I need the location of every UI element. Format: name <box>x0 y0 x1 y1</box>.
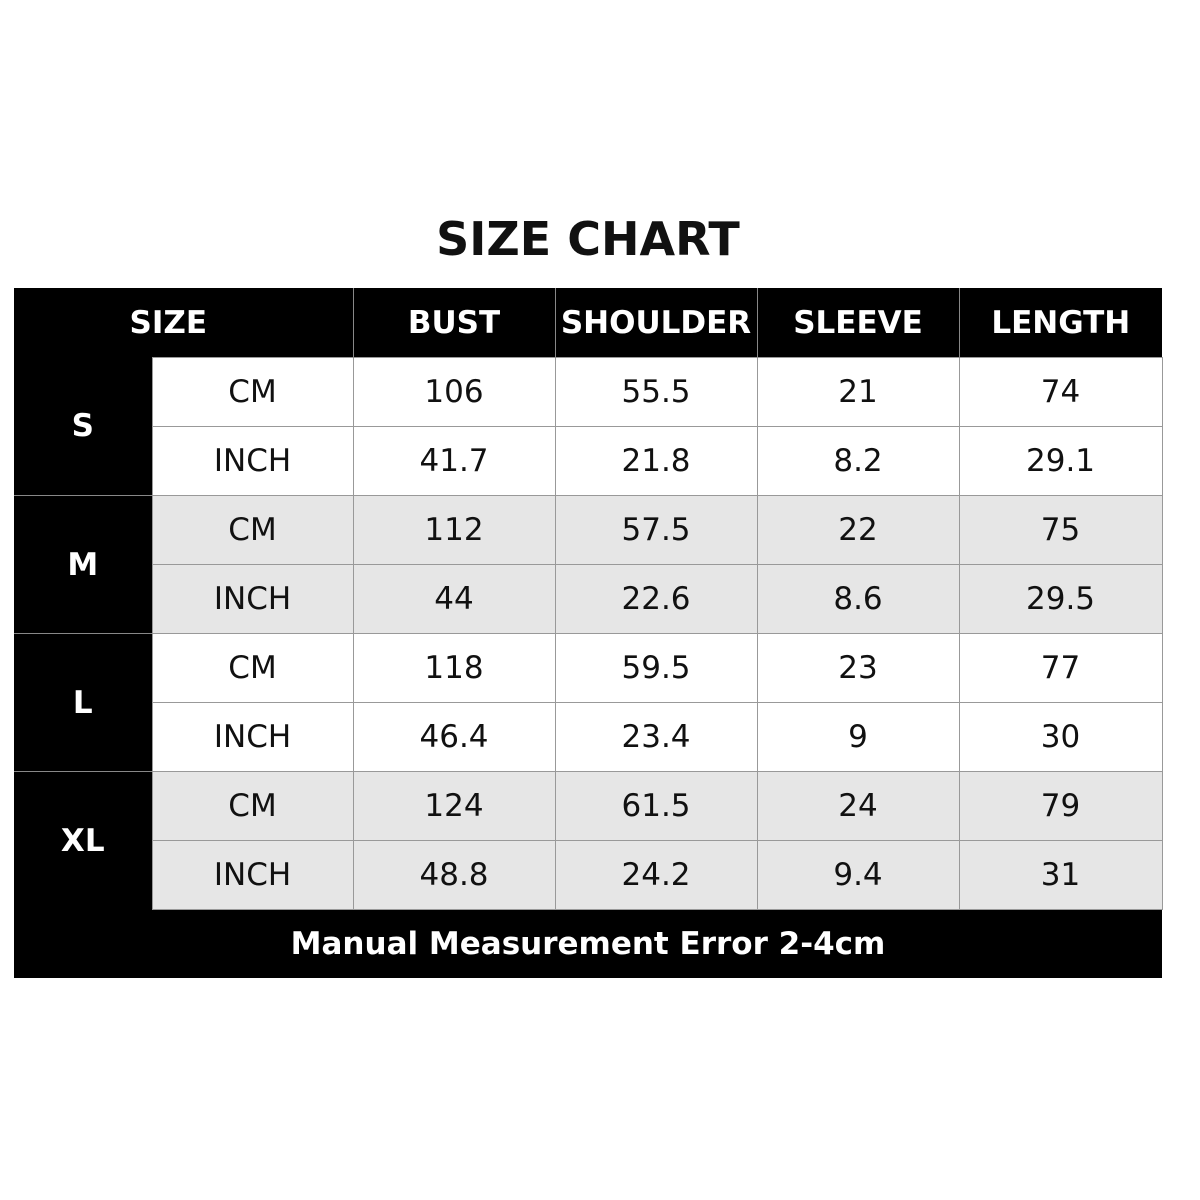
size-table: SIZE BUST SHOULDER SLEEVE LENGTH S CM 106 5… <box>14 288 1163 978</box>
table-row-l-inch: INCH 46.4 23.4 9 30 <box>14 702 1163 772</box>
value-cell: 9 <box>756 702 960 772</box>
value-cell: 59.5 <box>554 633 758 703</box>
chart-title: SIZE CHART <box>436 212 740 266</box>
value-cell: 77 <box>958 633 1163 703</box>
value-cell: 23.4 <box>554 702 758 772</box>
header-bust: BUST <box>352 288 556 358</box>
value-cell: 112 <box>352 495 556 565</box>
value-cell: 55.5 <box>554 357 758 427</box>
table-row-s-inch: INCH 41.7 21.8 8.2 29.1 <box>14 426 1163 496</box>
unit-cell: INCH <box>151 840 354 910</box>
header-length: LENGTH <box>958 288 1163 358</box>
value-cell: 31 <box>958 840 1163 910</box>
size-label: M <box>14 495 152 634</box>
header-shoulder: SHOULDER <box>554 288 758 358</box>
size-label: XL <box>14 771 152 910</box>
size-label: L <box>14 633 152 772</box>
value-cell: 41.7 <box>352 426 556 496</box>
header-size: SIZE <box>14 288 354 358</box>
value-cell: 24 <box>756 771 960 841</box>
table-row-m-cm: M CM 112 57.5 22 75 <box>14 495 1163 634</box>
value-cell: 106 <box>352 357 556 427</box>
unit-cell: CM <box>151 357 354 427</box>
value-cell: 57.5 <box>554 495 758 565</box>
measurement-note: Manual Measurement Error 2-4cm <box>14 909 1163 978</box>
value-cell: 8.6 <box>756 564 960 634</box>
value-cell: 74 <box>958 357 1163 427</box>
value-cell: 30 <box>958 702 1163 772</box>
value-cell: 9.4 <box>756 840 960 910</box>
unit-cell: CM <box>151 633 354 703</box>
table-row-xl-inch: INCH 48.8 24.2 9.4 31 <box>14 840 1163 910</box>
value-cell: 124 <box>352 771 556 841</box>
header-row: SIZE BUST SHOULDER SLEEVE LENGTH <box>14 288 1163 358</box>
value-cell: 29.5 <box>958 564 1163 634</box>
value-cell: 61.5 <box>554 771 758 841</box>
value-cell: 22.6 <box>554 564 758 634</box>
footer-row: Manual Measurement Error 2-4cm <box>14 909 1163 978</box>
value-cell: 8.2 <box>756 426 960 496</box>
table-row-l-cm: L CM 118 59.5 23 77 <box>14 633 1163 772</box>
value-cell: 29.1 <box>958 426 1163 496</box>
size-label: S <box>14 357 152 496</box>
table-row-m-inch: INCH 44 22.6 8.6 29.5 <box>14 564 1163 634</box>
value-cell: 48.8 <box>352 840 556 910</box>
unit-cell: INCH <box>151 426 354 496</box>
value-cell: 21.8 <box>554 426 758 496</box>
unit-cell: CM <box>151 495 354 565</box>
value-cell: 118 <box>352 633 556 703</box>
value-cell: 75 <box>958 495 1163 565</box>
table-row-xl-cm: XL CM 124 61.5 24 79 <box>14 771 1163 910</box>
value-cell: 23 <box>756 633 960 703</box>
value-cell: 24.2 <box>554 840 758 910</box>
table-row-s-cm: S CM 106 55.5 21 74 <box>14 357 1163 496</box>
value-cell: 79 <box>958 771 1163 841</box>
value-cell: 46.4 <box>352 702 556 772</box>
value-cell: 21 <box>756 357 960 427</box>
header-sleeve: SLEEVE <box>756 288 960 358</box>
unit-cell: INCH <box>151 564 354 634</box>
value-cell: 22 <box>756 495 960 565</box>
unit-cell: INCH <box>151 702 354 772</box>
unit-cell: CM <box>151 771 354 841</box>
value-cell: 44 <box>352 564 556 634</box>
